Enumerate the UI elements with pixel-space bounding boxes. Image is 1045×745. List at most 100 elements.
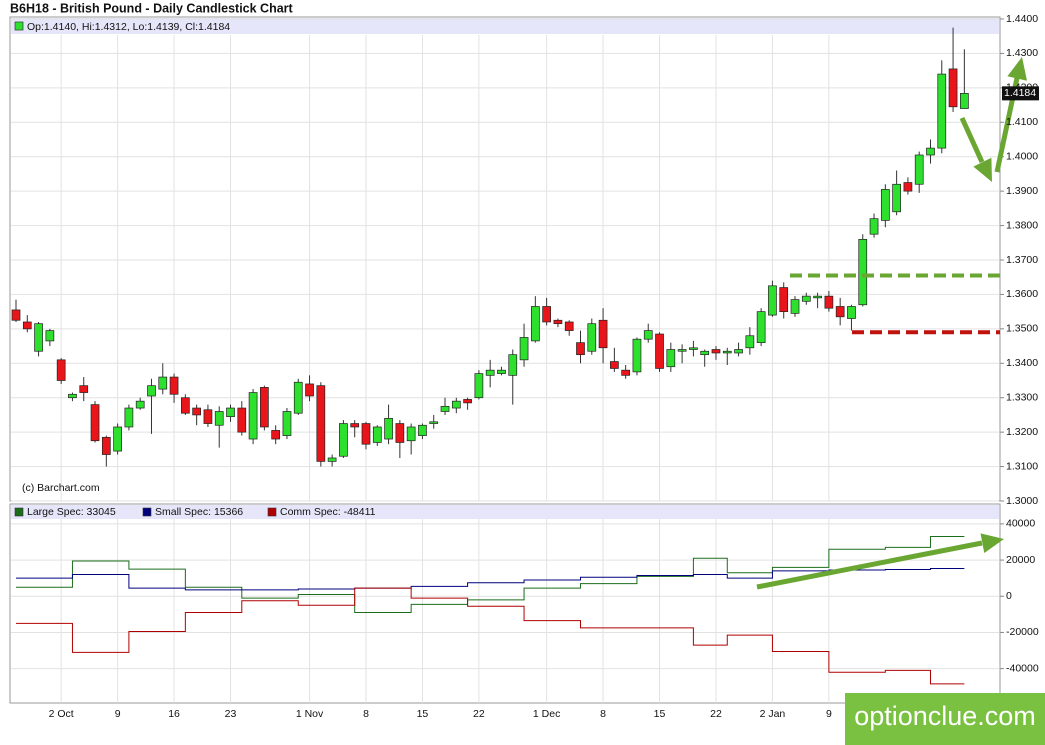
candle-body: [847, 306, 856, 319]
legend-swatch: [14, 507, 24, 517]
candle-body: [418, 424, 427, 436]
y-tick-label: 1.3000: [1006, 495, 1038, 507]
candle-body: [880, 189, 890, 221]
candle-body: [530, 306, 540, 342]
candle-body: [756, 311, 766, 343]
candle-body: [734, 349, 743, 354]
candle-body: [271, 430, 281, 440]
x-tick-label: 9: [115, 708, 121, 720]
candle-body: [113, 426, 122, 452]
legend-label: Comm Spec: -48411: [280, 506, 376, 518]
y-tick-label: 20000: [1006, 554, 1035, 566]
legend-label: Op:1.4140, Hi:1.4312, Lo:1.4139, Cl:1.41…: [27, 21, 230, 33]
candle-body: [350, 423, 360, 428]
candle-body: [361, 423, 371, 445]
candle-body: [22, 321, 32, 330]
legend-label: Small Spec: 15366: [155, 506, 243, 518]
x-tick-label: 2 Oct: [49, 708, 74, 720]
y-tick-label: 1.4000: [1006, 150, 1038, 162]
candle-body: [101, 436, 111, 455]
candle-body: [779, 287, 789, 312]
y-tick-label: 1.3300: [1006, 391, 1038, 403]
candle-body: [824, 295, 834, 309]
legend-swatch: [267, 507, 277, 517]
candle-body: [192, 407, 201, 416]
candle-body: [384, 418, 393, 440]
candle-body: [372, 426, 382, 443]
candle-body: [474, 373, 484, 399]
candle-body: [79, 385, 89, 393]
candle-body: [327, 457, 337, 462]
candle-body: [553, 319, 563, 325]
candle-body: [147, 385, 156, 397]
x-tick-label: 8: [363, 708, 369, 720]
chart-title: B6H18 - British Pound - Daily Candlestic…: [10, 1, 294, 15]
candle-body: [801, 295, 811, 302]
candle-body: [700, 350, 710, 356]
y-tick-label: 1.3600: [1006, 288, 1038, 300]
candle-body: [610, 361, 619, 369]
y-tick-label: 1.4100: [1006, 116, 1038, 128]
x-tick-label: 22: [473, 708, 485, 720]
watermark-box: [845, 693, 1045, 745]
y-tick-label: -40000: [1006, 662, 1039, 674]
candle-body: [598, 319, 608, 349]
series-line: [16, 587, 965, 685]
candle-body: [914, 154, 924, 185]
y-tick-label: 1.3900: [1006, 185, 1038, 197]
candle-body: [293, 381, 303, 414]
series-line: [16, 535, 965, 614]
candle-body: [406, 426, 416, 442]
candle-body: [451, 400, 461, 409]
x-tick-label: 22: [710, 708, 722, 720]
candle-body: [395, 423, 405, 443]
candle-body: [248, 392, 258, 440]
candle-body: [587, 323, 597, 352]
candle-body: [926, 147, 935, 156]
candle-body: [768, 285, 777, 316]
arrow-head: [973, 157, 992, 182]
candle-body: [519, 337, 529, 361]
candle-body: [485, 369, 495, 376]
x-tick-label: 15: [417, 708, 429, 720]
candle-body: [722, 350, 732, 354]
y-tick-label: 1.3500: [1006, 323, 1038, 335]
candle-body: [440, 405, 450, 412]
candle-body: [813, 295, 822, 299]
y-tick-label: 1.3200: [1006, 426, 1038, 438]
candle-body: [260, 387, 269, 428]
candle-body: [90, 404, 100, 442]
legend-label: Large Spec: 33045: [27, 506, 116, 518]
candle-body: [45, 330, 55, 342]
candle-body: [305, 383, 314, 397]
candle-body: [237, 407, 247, 433]
candle-body: [68, 393, 77, 399]
candle-body: [169, 376, 179, 395]
legend-swatch: [14, 21, 24, 31]
candle-body: [960, 93, 969, 109]
last-price-box: [1002, 86, 1039, 101]
x-tick-label: 8: [600, 708, 606, 720]
candle-body: [339, 423, 348, 457]
candle-body: [124, 407, 134, 428]
y-tick-label: 1.3100: [1006, 460, 1038, 472]
candle-body: [282, 411, 292, 436]
candle-body: [677, 349, 687, 352]
overlay: 2 Oct 9 16 23 1 Nov 8 15 22 1 Dec 8 15 22 2 Jan 9 1.30…: [14, 13, 1045, 745]
x-tick-label: 2 Jan: [760, 708, 786, 720]
cot-panel: [9, 503, 1001, 704]
x-tick-label: 23: [225, 708, 237, 720]
candle-body: [226, 407, 235, 417]
legend-band: [11, 18, 999, 34]
marks: [11, 27, 969, 685]
x-tick-label: 9: [826, 708, 832, 720]
candle-body: [56, 359, 66, 381]
candle-body: [135, 400, 145, 409]
candle-body: [463, 399, 472, 404]
candle-body: [497, 369, 506, 374]
candle-body: [508, 354, 518, 376]
candle-body: [903, 182, 913, 192]
candle-body: [655, 333, 664, 369]
arrow-head: [1007, 57, 1027, 81]
